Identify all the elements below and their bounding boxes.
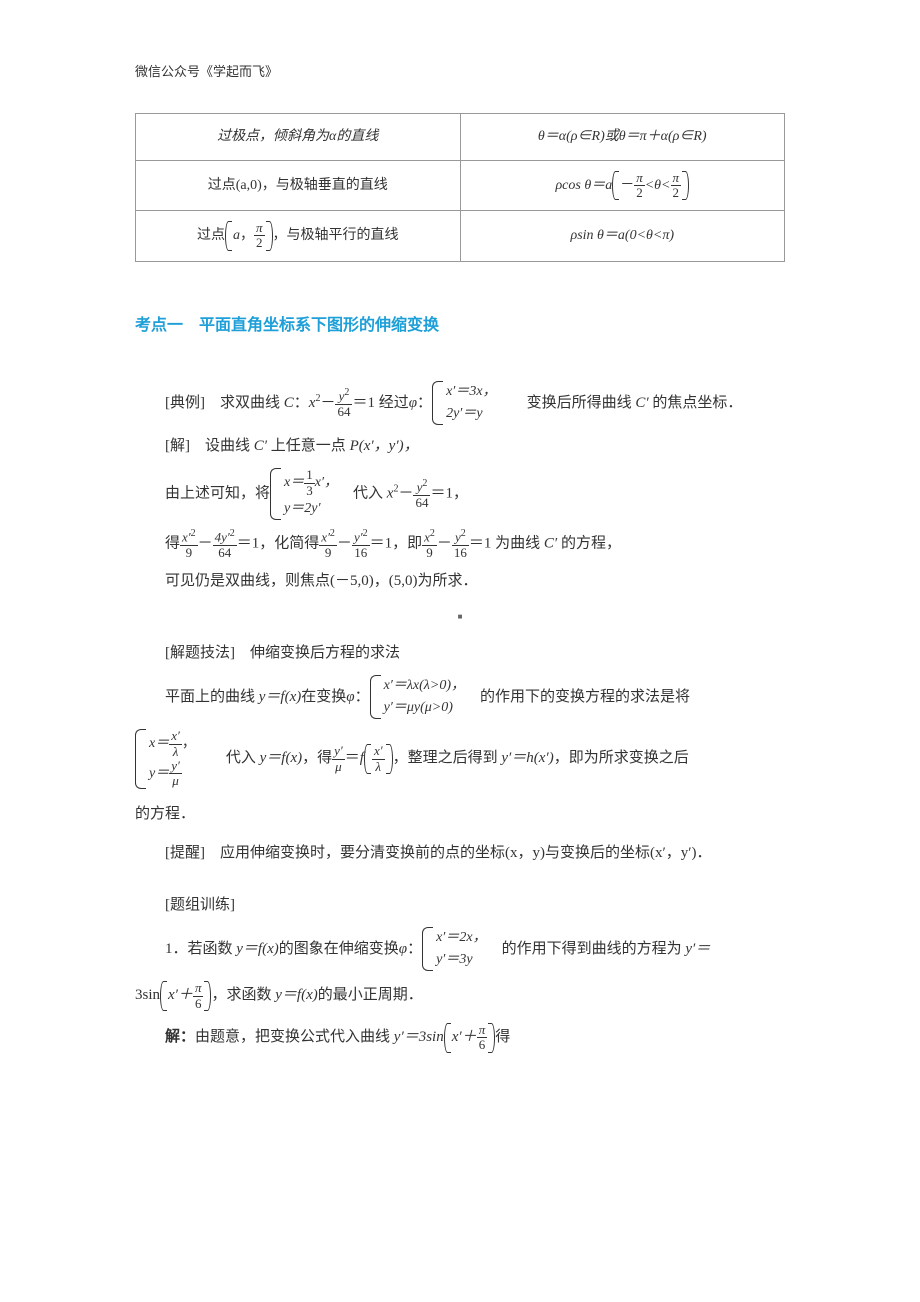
table-row: 过点a，π2，与极轴平行的直线 ρsin θ＝a(0<θ<π) — [136, 211, 785, 262]
technique-block: [解题技法] 伸缩变换后方程的求法 平面上的曲线 y＝f(x)在变换φ：x′＝λ… — [165, 640, 785, 720]
technique-line: 平面上的曲线 y＝f(x)在变换φ：x′＝λx(λ>0)，y′＝μy(μ>0) … — [165, 675, 785, 720]
practice-line: 3sinx′＋π6，求函数 y＝f(x)的最小正周期． — [135, 981, 785, 1011]
table-cell-eqn: θ＝α(ρ∈R)或θ＝π＋α(ρ∈R) — [460, 114, 785, 160]
table-cell-eqn: ρsin θ＝a(0<θ<π) — [460, 211, 785, 262]
example-block: [典例] 求双曲线 C：x2－y264＝1 经过φ：x′＝3x，2y′＝y 变换… — [165, 381, 785, 596]
technique-line: 的方程． — [135, 801, 785, 828]
solution-line: 由上述可知，将x＝13x′，y＝2y′ 代入 x2－y264＝1， — [165, 468, 785, 520]
table-cell-desc: 过极点，倾斜角为α的直线 — [136, 114, 461, 160]
table-row: 过极点，倾斜角为α的直线 θ＝α(ρ∈R)或θ＝π＋α(ρ∈R) — [136, 114, 785, 160]
example-statement: [典例] 求双曲线 C：x2－y264＝1 经过φ：x′＝3x，2y′＝y 变换… — [165, 381, 785, 426]
practice-block: [题组训练] 1．若函数 y＝f(x)的图象在伸缩变换φ：x′＝2x，y′＝3y… — [165, 892, 785, 972]
table-cell-eqn: ρcos θ＝a－π2<θ<π2 — [460, 160, 785, 211]
technique-continuation: x＝x′λ，y＝y′μ 代入 y＝f(x)，得y′μ＝fx′λ，整理之后得到 y… — [135, 729, 785, 866]
section-heading: 考点一 平面直角坐标系下图形的伸缩变换 — [135, 312, 785, 341]
solution-line: 得x′29－4y′264＝1，化简得x′29－y′216＝1，即x29－y216… — [165, 528, 785, 560]
reference-table: 过极点，倾斜角为α的直线 θ＝α(ρ∈R)或θ＝π＋α(ρ∈R) 过点(a,0)… — [135, 113, 785, 261]
remind-line: [提醒] 应用伸缩变换时，要分清变换前的点的坐标(x，y)与变换后的坐标(x′，… — [135, 840, 785, 867]
technique-label: [解题技法] 伸缩变换后方程的求法 — [165, 640, 785, 667]
table-cell-desc: 过点a，π2，与极轴平行的直线 — [136, 211, 461, 262]
practice-question: 1．若函数 y＝f(x)的图象在伸缩变换φ：x′＝2x，y′＝3y 的作用下得到… — [165, 927, 785, 972]
header-text: 微信公众号《学起而飞》 — [135, 64, 278, 79]
technique-line: x＝x′λ，y＝y′μ 代入 y＝f(x)，得y′μ＝fx′λ，整理之后得到 y… — [135, 729, 785, 788]
page-header: 微信公众号《学起而飞》 — [135, 60, 785, 83]
table-row: 过点(a,0)，与极轴垂直的直线 ρcos θ＝a－π2<θ<π2 — [136, 160, 785, 211]
solution-line: 可见仍是双曲线，则焦点(－5,0)，(5,0)为所求． — [165, 568, 785, 595]
practice-solution: 解：由题意，把变换公式代入曲线 y′＝3sinx′＋π6得 — [165, 1023, 785, 1053]
solution-line: [解] 设曲线 C′ 上任意一点 P(x′，y′)， — [165, 433, 785, 460]
practice-continuation: 3sinx′＋π6，求函数 y＝f(x)的最小正周期． 解：由题意，把变换公式代… — [135, 981, 785, 1052]
table-cell-desc: 过点(a,0)，与极轴垂直的直线 — [136, 160, 461, 211]
practice-label: [题组训练] — [165, 892, 785, 919]
separator-dot: ■ — [135, 610, 785, 624]
